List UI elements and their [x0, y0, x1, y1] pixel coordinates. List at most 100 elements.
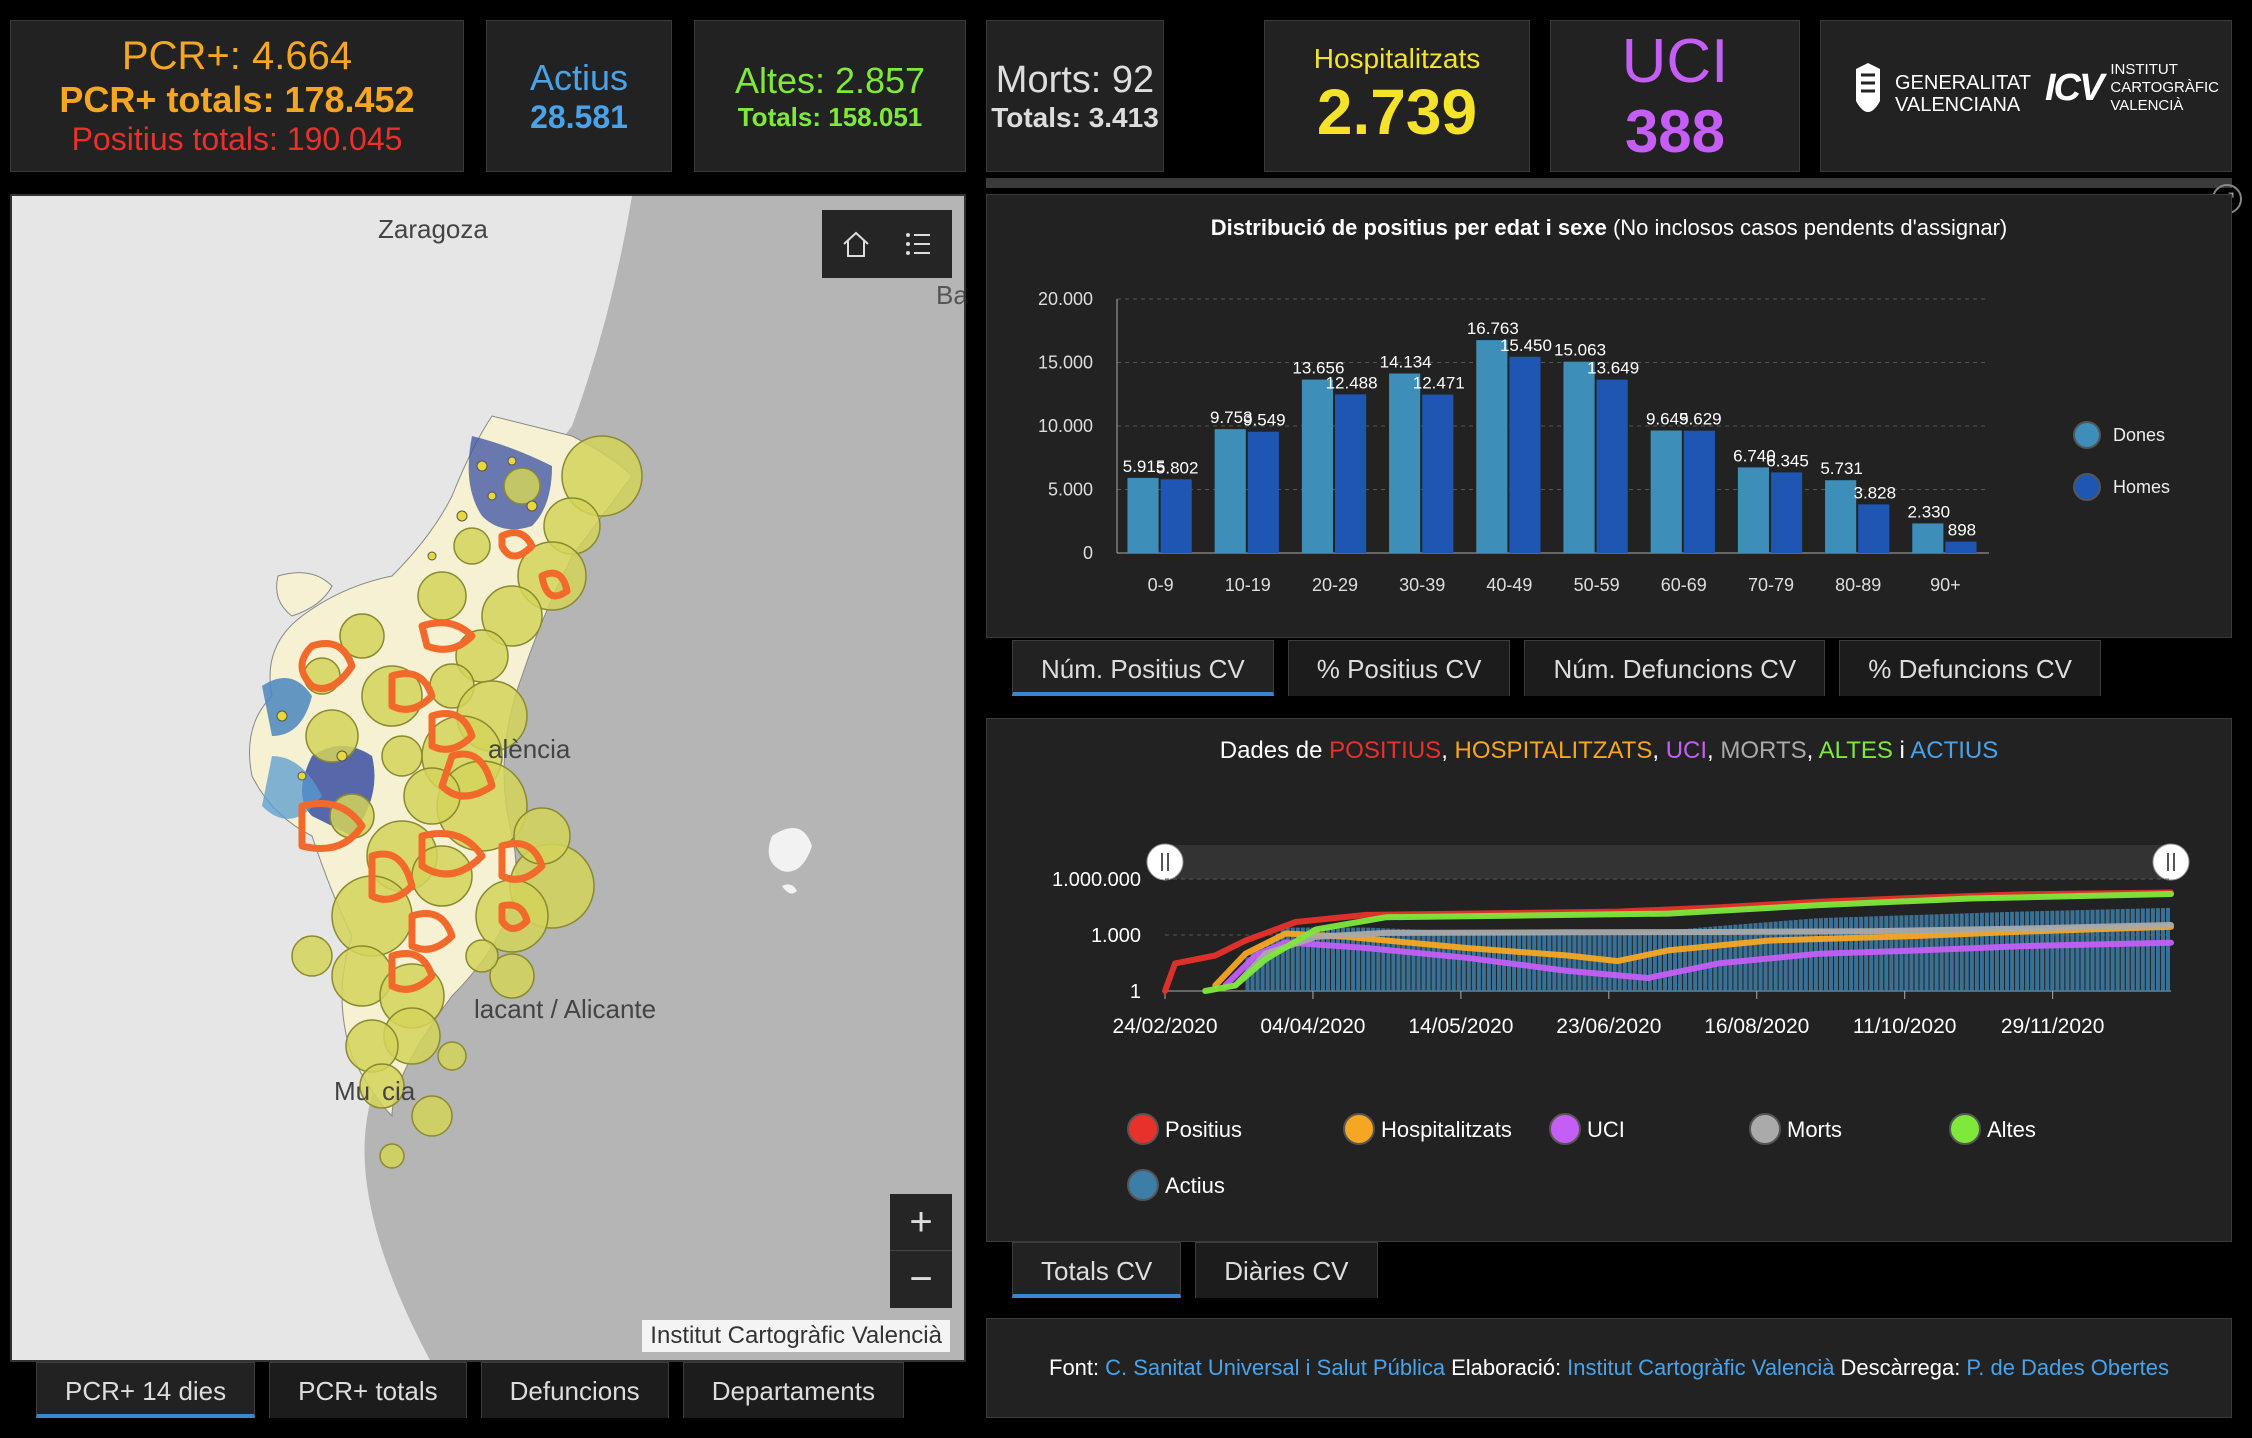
- actius-bar: [1300, 927, 1305, 991]
- tab-num-positius[interactable]: Núm. Positius CV: [1012, 640, 1274, 696]
- legend-morts[interactable]: Morts: [1749, 1113, 1842, 1145]
- bar-value-label: 16.763: [1467, 319, 1519, 338]
- actius-bar: [1330, 927, 1336, 991]
- map-tabs: PCR+ 14 dies PCR+ totals Defuncions Depa…: [36, 1362, 904, 1418]
- bar-homes: [1160, 479, 1192, 553]
- bar-value-label: 6.345: [1766, 451, 1809, 470]
- altes-label: Altes: 2.857: [734, 59, 926, 101]
- actius-bar: [1421, 929, 1426, 991]
- footer-desc-link[interactable]: P. de Dades Obertes: [1966, 1355, 2169, 1380]
- bar-value-label: 9.645: [1646, 410, 1689, 429]
- tab-pcr-totals[interactable]: PCR+ totals: [269, 1362, 467, 1418]
- actius-bar: [1446, 930, 1451, 991]
- actius-bar: [2075, 910, 2080, 991]
- tab-diaries-cv[interactable]: Diàries CV: [1195, 1242, 1378, 1298]
- map-home-button[interactable]: [826, 216, 886, 272]
- bar-value-label: 6.740: [1733, 446, 1776, 465]
- map-label-murcia-suffix: cia: [382, 1076, 416, 1106]
- slider-handle-circle: [1146, 843, 1184, 881]
- tab-num-defuncions[interactable]: Núm. Defuncions CV: [1524, 640, 1826, 696]
- actius-bar: [2110, 909, 2115, 991]
- zoom-out-button[interactable]: −: [909, 1257, 933, 1301]
- actius-bar: [1275, 933, 1280, 991]
- tab-defuncions[interactable]: Defuncions: [480, 1362, 669, 1418]
- icv-line3: VALENCIÀ: [2110, 97, 2184, 114]
- actius-bar: [2045, 910, 2050, 991]
- map-layer-list-button[interactable]: [888, 216, 948, 272]
- actius-bar: [1728, 925, 1733, 991]
- series-line-altes: [1202, 891, 2174, 994]
- uci-value: 388: [1624, 98, 1726, 165]
- actius-bar: [1391, 928, 1396, 991]
- y-tick-label: 0: [1083, 543, 1093, 563]
- map-label-zaragoza: Zaragoza: [378, 214, 488, 244]
- actius-bar: [1662, 930, 1667, 991]
- zoom-controls: + −: [890, 1194, 952, 1308]
- actius-bar: [1994, 912, 1999, 991]
- actius-bar: [2050, 910, 2055, 991]
- actius-bar: [1949, 913, 1954, 991]
- morts-stat-card: Morts: 92 Totals: 3.413: [986, 20, 1164, 172]
- actius-bar: [2040, 911, 2045, 991]
- legend-altes[interactable]: Altes: [1949, 1113, 2036, 1145]
- actius-bar: [1557, 934, 1562, 991]
- actius-value: 28.581: [530, 98, 628, 135]
- actius-bar: [1305, 927, 1310, 991]
- legend-label: Hospitalitzats: [1381, 1117, 1512, 1142]
- actius-bar: [1336, 927, 1341, 991]
- actius-bar: [2130, 908, 2135, 991]
- x-tick-label: 70-79: [1748, 575, 1794, 595]
- legend-positius[interactable]: Positius: [1127, 1113, 1242, 1145]
- tab-pcr-14-dies[interactable]: PCR+ 14 dies: [36, 1362, 256, 1418]
- x-tick-label: 24/02/2020: [1112, 1015, 1217, 1038]
- gva-line2: VALENCIANA: [1895, 94, 2021, 116]
- line-chart-title-part: ALTES: [1818, 737, 1893, 764]
- footer-font-link[interactable]: C. Sanitat Universal i Salut Pública: [1105, 1355, 1446, 1380]
- actius-bar: [1527, 933, 1532, 991]
- sea-area: [364, 196, 964, 1360]
- y-tick-label: 15.000: [1038, 353, 1093, 373]
- actius-bar: [2150, 908, 2155, 991]
- line-chart-title-part: ,: [1441, 737, 1455, 764]
- actius-bar: [2070, 910, 2075, 991]
- pcr-14d-value: PCR+: 4.664: [121, 34, 353, 78]
- zoom-in-button[interactable]: +: [890, 1194, 952, 1251]
- legend-uci[interactable]: UCI: [1549, 1113, 1625, 1145]
- legend-dones[interactable]: Dones: [2073, 421, 2165, 449]
- legend-homes[interactable]: Homes: [2073, 473, 2170, 501]
- legend-hospitalitzats[interactable]: Hospitalitzats: [1343, 1113, 1512, 1145]
- actius-bar: [1723, 925, 1728, 991]
- footer-elab-label: Elaboració:: [1451, 1355, 1562, 1380]
- y-tick-label: 20.000: [1038, 289, 1093, 309]
- map-panel[interactable]: Zaragoza Ba alència lacant / Alicante Mu…: [10, 194, 966, 1362]
- bar-value-label: 15.063: [1554, 341, 1606, 360]
- series-line-uci: [1222, 939, 2174, 989]
- x-tick-label: 11/10/2020: [1853, 1015, 1957, 1038]
- x-tick-label: 20-29: [1312, 575, 1358, 595]
- bar-dones: [1127, 477, 1159, 553]
- tab-departaments[interactable]: Departaments: [682, 1362, 904, 1418]
- bar-dones: [1214, 429, 1246, 553]
- gva-line1: GENERALITAT: [1895, 72, 2031, 94]
- map-canvas[interactable]: [12, 196, 966, 1362]
- actius-bar: [1713, 926, 1718, 991]
- tab-totals-cv[interactable]: Totals CV: [1012, 1242, 1182, 1298]
- actius-bar: [1748, 923, 1753, 991]
- footer-elab-link[interactable]: Institut Cartogràfic Valencià: [1567, 1355, 1835, 1380]
- actius-bar: [2165, 907, 2170, 991]
- actius-bar: [1361, 927, 1366, 991]
- range-slider-start-handle[interactable]: [1146, 843, 1184, 881]
- series-line-hospitalitzats: [1212, 923, 2174, 989]
- actius-bar: [2035, 911, 2040, 991]
- legend-actius[interactable]: Actius: [1127, 1169, 1225, 1201]
- actius-bar: [1703, 927, 1708, 991]
- legend-swatch: [1127, 1113, 1159, 1145]
- range-slider-end-handle[interactable]: [2152, 843, 2190, 881]
- tab-pct-defuncions[interactable]: % Defuncions CV: [1839, 640, 2101, 696]
- tab-pct-positius[interactable]: % Positius CV: [1287, 640, 1511, 696]
- actius-bar: [2085, 909, 2090, 991]
- bar-dones: [1650, 430, 1682, 553]
- logos-card: GENERALITAT VALENCIANA ICV INSTITUT CART…: [1820, 20, 2232, 172]
- bar-dones: [1825, 480, 1857, 553]
- icv-line2: CARTOGRÀFIC: [2110, 79, 2219, 96]
